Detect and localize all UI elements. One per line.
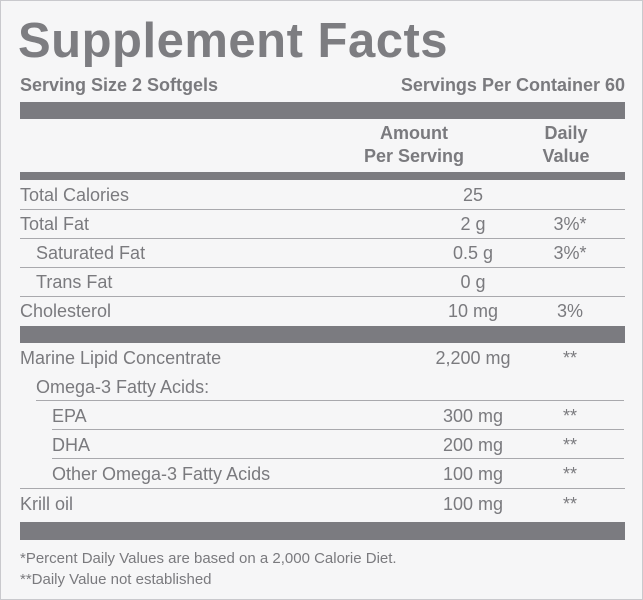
nutrient-name: Saturated Fat	[36, 243, 146, 263]
nutrient-name: Marine Lipid Concentrate	[20, 348, 222, 368]
dv-header-line1: Daily	[544, 123, 588, 143]
nutrient-name: DHA	[52, 435, 91, 455]
nutrient-row: Other Omega-3 Fatty Acids 100 mg **	[20, 459, 625, 488]
daily-value-header: Daily Value	[523, 122, 609, 168]
thick-divider-middle	[20, 326, 625, 343]
nutrient-name: Trans Fat	[36, 272, 113, 292]
footnote-dv-not-established: **Daily Value not established	[20, 571, 212, 588]
serving-info: Serving Size 2 Softgels Servings Per Con…	[20, 75, 625, 97]
nutrient-daily-value: 3%*	[553, 243, 587, 263]
nutrient-daily-value: **	[562, 464, 577, 484]
nutrient-daily-value: 3%	[556, 301, 583, 321]
nutrient-name: Other Omega-3 Fatty Acids	[52, 464, 271, 484]
nutrient-amount: 100 mg	[442, 464, 504, 484]
nutrient-row: Krill oil 100 mg **	[20, 489, 625, 518]
nutrient-row: DHA 200 mg **	[20, 430, 625, 459]
nutrient-amount: 2 g	[460, 214, 486, 234]
nutrient-row: Cholesterol 10 mg 3%	[20, 296, 625, 325]
nutrient-row: Total Fat 2 g 3%*	[20, 209, 625, 239]
serving-size: Serving Size 2 Softgels	[20, 75, 219, 95]
nutrient-amount: 0.5 g	[452, 243, 494, 263]
nutrient-amount: 10 mg	[447, 301, 499, 321]
nutrient-name: Omega-3 Fatty Acids:	[36, 377, 210, 397]
nutrient-daily-value: **	[562, 494, 577, 514]
nutrient-daily-value: **	[562, 406, 577, 426]
nutrient-name: Total Fat	[20, 214, 90, 234]
nutrient-name: Krill oil	[20, 494, 74, 514]
amount-header-line1: Amount	[380, 123, 448, 143]
nutrient-row: Total Calories 25	[20, 180, 625, 210]
nutrient-amount: 0 g	[460, 272, 486, 292]
rule-line	[20, 488, 625, 489]
divider-under-header	[20, 172, 625, 180]
nutrient-amount: 25	[462, 185, 484, 205]
nutrient-amount: 100 mg	[442, 494, 504, 514]
nutrient-name: EPA	[52, 406, 87, 426]
nutrient-row: Marine Lipid Concentrate 2,200 mg **	[20, 343, 625, 372]
nutrient-amount: 200 mg	[442, 435, 504, 455]
servings-per-container: Servings Per Container 60	[400, 75, 625, 95]
nutrient-daily-value: **	[562, 348, 577, 368]
rule-line	[52, 458, 624, 459]
thick-divider-top	[20, 102, 625, 119]
nutrient-amount: 2,200 mg	[435, 348, 511, 368]
nutrient-row: Trans Fat 0 g	[20, 267, 625, 297]
nutrient-name: Total Calories	[20, 185, 130, 205]
nutrient-daily-value: **	[562, 435, 577, 455]
dv-header-line2: Value	[542, 146, 590, 166]
panel-title: Supplement Facts	[18, 14, 449, 68]
rule-line	[52, 429, 624, 430]
nutrient-row: Omega-3 Fatty Acids:	[20, 372, 625, 401]
nutrient-name: Cholesterol	[20, 301, 112, 321]
nutrient-row: EPA 300 mg **	[20, 401, 625, 430]
thick-divider-bottom	[20, 522, 625, 540]
nutrient-amount: 300 mg	[442, 406, 504, 426]
nutrient-row: Saturated Fat 0.5 g 3%*	[20, 238, 625, 268]
rule-line	[36, 400, 624, 401]
amount-per-serving-header: Amount Per Serving	[351, 122, 477, 168]
footnote-percent-dv: *Percent Daily Values are based on a 2,0…	[20, 550, 397, 567]
nutrient-daily-value: 3%*	[553, 214, 587, 234]
amount-header-line2: Per Serving	[363, 146, 465, 166]
